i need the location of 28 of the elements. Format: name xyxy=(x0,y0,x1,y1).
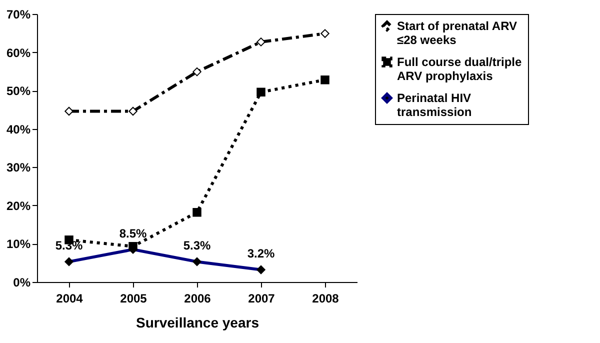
point xyxy=(192,67,202,76)
point xyxy=(320,29,330,38)
point xyxy=(192,208,202,217)
x-tick-label: 2005 xyxy=(120,292,148,306)
point xyxy=(256,38,266,46)
x-axis-title: Surveillance years xyxy=(136,314,260,330)
data-label: 8.5% xyxy=(119,226,147,240)
data-label: 3.2% xyxy=(247,246,275,261)
y-tick-label: 40% xyxy=(6,122,31,136)
legend-label: Perinatal HIV transmission xyxy=(397,91,472,119)
legend-label: Start of prenatal ARV ≤28 weeks xyxy=(397,19,518,47)
legend-label: Full course dual/triple ARV prophylaxis xyxy=(397,55,522,83)
x-tick-label: 2007 xyxy=(248,292,276,306)
y-tick-label: 20% xyxy=(6,198,31,213)
point xyxy=(64,106,74,116)
point xyxy=(256,88,266,96)
x-tick-label: 2006 xyxy=(184,292,212,306)
y-tick-label: 30% xyxy=(6,160,31,175)
data-label: 5.3% xyxy=(183,238,211,253)
y-tick-label: 0% xyxy=(13,276,31,290)
point xyxy=(128,106,138,116)
x-tick-label: 2004 xyxy=(56,292,84,306)
y-tick-label: 70% xyxy=(6,8,31,22)
point xyxy=(320,75,330,84)
y-tick-label: 10% xyxy=(6,237,31,252)
y-tick-label: 50% xyxy=(6,84,31,98)
x-tick-label: 2008 xyxy=(312,292,340,306)
y-tick-label: 60% xyxy=(6,46,31,60)
